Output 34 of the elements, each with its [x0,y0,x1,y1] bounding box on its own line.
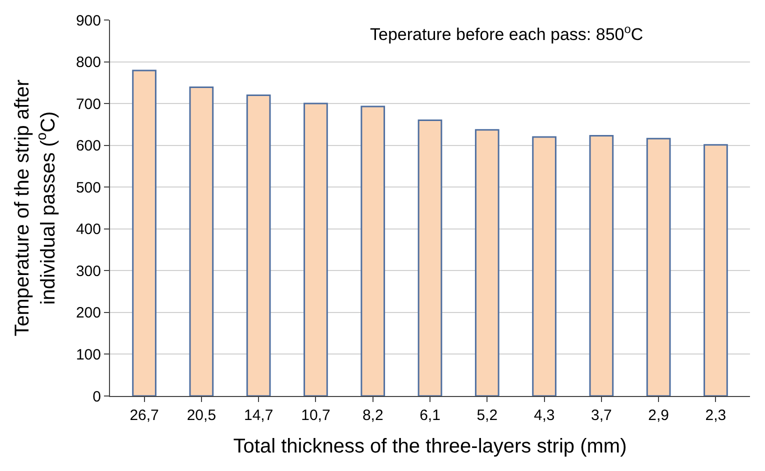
y-tick-label: 900 [76,12,101,30]
x-tick-label: 20,5 [186,407,216,424]
y-tick-label: 700 [76,96,101,113]
bar [646,138,671,396]
y-tick-label: 0 [92,388,101,406]
x-tick-label: 10,7 [301,407,330,424]
annotation: Teperature before each pass: 850$^{o}$C [370,22,644,44]
y-tick-label: 100 [76,346,101,364]
x-tick-label: 2,9 [648,407,669,424]
x-tick-label: 3,7 [591,407,612,424]
bar [360,106,386,396]
y-tick-label: 300 [76,262,101,280]
y-tick-label: 500 [76,179,101,196]
bar [304,102,328,396]
y-tick-label: 800 [76,54,101,72]
bar [132,70,156,396]
bar [246,94,271,396]
x-axis-title: Total thickness of the three-layers strip (mm) [233,436,627,458]
x-tick-label: 4,3 [534,407,555,424]
y-tick-label: 600 [76,138,101,155]
bar [589,134,614,396]
y-tick-label: 400 [76,221,101,238]
x-tick-label: 2,3 [705,407,726,424]
bar [474,129,500,396]
x-tick-label: 5,2 [476,407,498,424]
bar [704,144,728,396]
y-tick-label: 200 [76,304,101,322]
bar [532,136,556,396]
bar [418,120,442,396]
x-tick-label: 6,1 [420,407,440,424]
x-tick-label: 26,7 [130,407,159,424]
x-tick-label: 14,7 [244,407,274,424]
bar [189,86,214,396]
x-tick-label: 8,2 [362,407,384,424]
